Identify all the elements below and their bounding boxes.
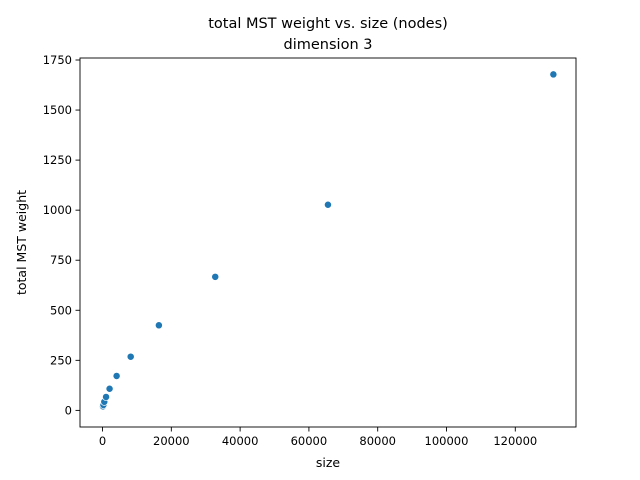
data-point [126,352,135,361]
x-tick-label: 20000 [153,434,190,448]
y-tick-label: 0 [65,403,72,417]
y-axis-ticks: 0 250 500 750 1000 1250 1500 1750 [43,53,80,417]
y-tick-label: 750 [50,253,72,267]
data-points [99,70,558,411]
chart-title: total MST weight vs. size (nodes) [208,16,448,32]
x-tick-label: 60000 [291,434,328,448]
data-point [549,70,558,79]
x-tick-label: 0 [99,434,106,448]
x-tick-label: 120000 [493,434,537,448]
data-point [102,393,111,401]
x-tick-label: 100000 [425,434,469,448]
x-tick-label: 40000 [222,434,259,448]
x-axis-ticks: 0 20000 40000 60000 80000 100000 120000 [99,427,537,448]
data-point [324,200,332,209]
y-axis-label: total MST weight [14,190,29,295]
chart-subtitle: dimension 3 [284,37,373,53]
y-tick-label: 1500 [43,103,72,117]
y-tick-label: 250 [50,353,72,367]
y-tick-label: 1250 [43,153,72,167]
data-point [105,384,114,393]
data-point [211,272,220,281]
y-tick-label: 1750 [43,53,72,67]
y-tick-label: 500 [50,303,72,317]
data-point [112,371,121,380]
data-point [154,321,163,330]
plot-area-frame [79,57,577,428]
x-axis-label: size [316,455,341,470]
x-tick-label: 80000 [359,434,396,448]
y-tick-label: 1000 [43,203,72,217]
